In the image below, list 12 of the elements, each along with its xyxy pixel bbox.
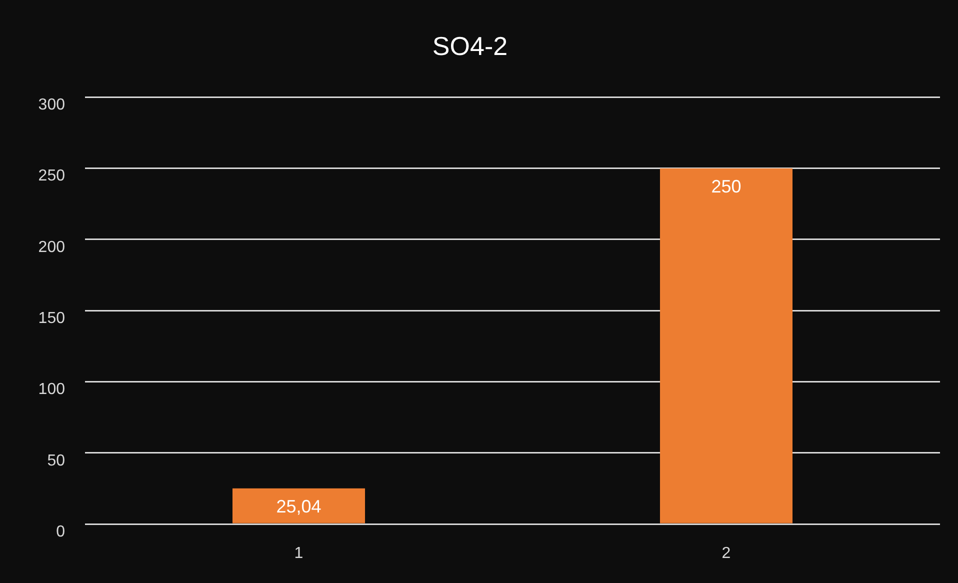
y-tick-label: 200 bbox=[38, 238, 66, 256]
y-tick-label: 0 bbox=[56, 523, 66, 540]
x-tick-label: 1 bbox=[294, 545, 304, 562]
y-tick-label: 250 bbox=[38, 168, 66, 185]
y-tick-label: 100 bbox=[38, 381, 66, 398]
chart-title: SO4-2 bbox=[432, 30, 508, 61]
y-tick-label: 300 bbox=[38, 96, 66, 114]
x-tick-label: 2 bbox=[722, 545, 731, 562]
data-label: 250 bbox=[711, 176, 742, 196]
data-label: 25,04 bbox=[276, 496, 322, 516]
y-tick-label: 50 bbox=[47, 452, 66, 470]
y-tick-label: 150 bbox=[38, 310, 66, 328]
